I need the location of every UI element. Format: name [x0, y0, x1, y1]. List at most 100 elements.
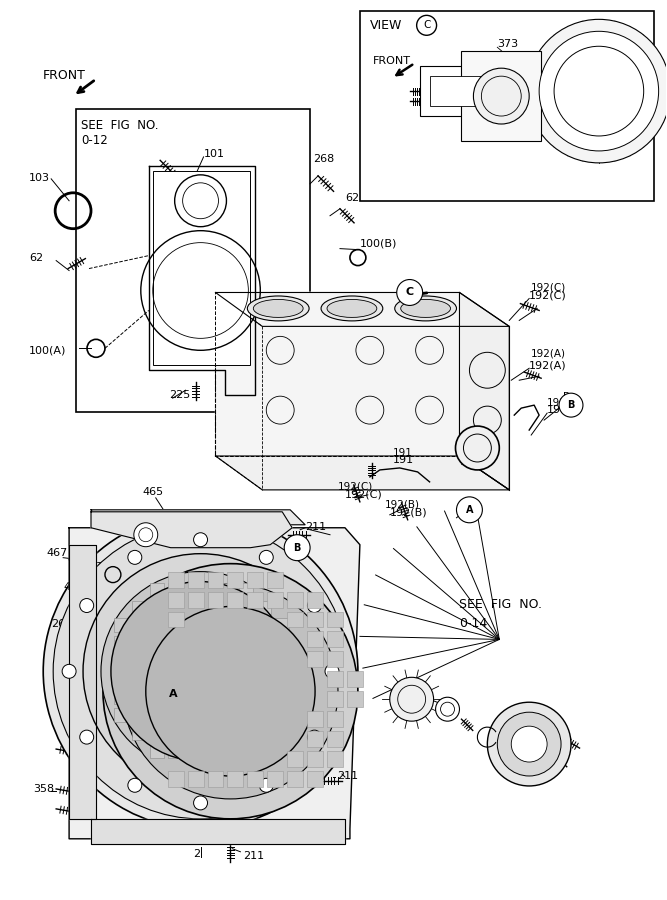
Circle shape [62, 664, 76, 679]
Bar [327, 691, 343, 707]
Bar [150, 726, 163, 740]
Bar [221, 582, 235, 597]
Bar [185, 582, 199, 597]
Circle shape [259, 778, 273, 792]
Text: 573: 573 [88, 562, 109, 572]
Bar [114, 672, 128, 687]
Text: 358: 358 [33, 784, 55, 794]
Bar [114, 708, 128, 722]
Text: 102: 102 [219, 310, 239, 320]
Bar [132, 636, 146, 651]
Bar [307, 632, 323, 647]
Text: 191: 191 [547, 398, 567, 409]
Text: 464: 464 [63, 581, 85, 591]
Text: 268: 268 [313, 154, 334, 164]
Circle shape [559, 393, 583, 417]
Bar [150, 654, 163, 669]
Bar [257, 690, 271, 704]
Bar [267, 591, 283, 608]
Bar [167, 611, 183, 627]
Bar [287, 611, 303, 627]
Bar [132, 672, 146, 687]
Text: 26: 26 [51, 619, 65, 629]
Text: 211: 211 [305, 522, 326, 532]
Bar [150, 708, 163, 722]
Circle shape [134, 523, 157, 546]
Text: 192(B): 192(B) [390, 508, 428, 518]
Bar [307, 591, 323, 608]
Bar [307, 711, 323, 727]
Bar [267, 771, 283, 787]
Bar [221, 600, 235, 615]
Bar [239, 636, 253, 651]
Circle shape [83, 554, 318, 789]
Circle shape [80, 730, 93, 744]
Bar [207, 572, 223, 588]
Bar [114, 690, 128, 704]
Circle shape [128, 778, 142, 792]
Bar [239, 654, 253, 669]
Polygon shape [91, 509, 305, 525]
Bar [207, 591, 223, 608]
Circle shape [80, 598, 93, 613]
Bar [239, 690, 253, 704]
Bar [239, 744, 253, 758]
Bar [327, 652, 343, 667]
Bar [257, 618, 271, 633]
Circle shape [456, 426, 500, 470]
Bar [150, 618, 163, 633]
Bar [327, 731, 343, 747]
Bar [221, 708, 235, 722]
Circle shape [512, 726, 547, 762]
Circle shape [103, 563, 358, 819]
Bar [203, 600, 217, 615]
Circle shape [193, 796, 207, 810]
Text: 373: 373 [498, 40, 518, 50]
Circle shape [456, 497, 482, 523]
Text: 100(A): 100(A) [29, 346, 67, 356]
Text: B: B [563, 392, 570, 402]
Bar [167, 744, 181, 758]
Ellipse shape [321, 296, 383, 321]
Text: 211: 211 [243, 850, 265, 860]
Circle shape [390, 678, 434, 721]
Bar [167, 582, 181, 597]
Bar [275, 672, 289, 687]
Bar [187, 771, 203, 787]
Polygon shape [215, 292, 510, 327]
Bar [150, 582, 163, 597]
Circle shape [155, 676, 191, 712]
Bar [132, 654, 146, 669]
Polygon shape [91, 512, 292, 548]
Bar [239, 672, 253, 687]
Text: 192(C): 192(C) [345, 490, 383, 500]
Bar [307, 752, 323, 767]
Text: B: B [568, 400, 575, 410]
Bar [187, 591, 203, 608]
Text: 202: 202 [446, 79, 467, 89]
Text: 192(A): 192(A) [529, 360, 567, 370]
Bar [327, 671, 343, 688]
Bar [203, 726, 217, 740]
Polygon shape [69, 527, 360, 839]
Bar [167, 708, 181, 722]
Bar [221, 744, 235, 758]
Text: 225: 225 [169, 391, 190, 401]
Bar [275, 618, 289, 633]
Bar [167, 726, 181, 740]
Bar [221, 726, 235, 740]
Bar [207, 771, 223, 787]
Bar [247, 771, 263, 787]
Polygon shape [215, 456, 510, 490]
Polygon shape [460, 292, 510, 490]
Circle shape [123, 583, 338, 799]
Text: C: C [406, 287, 414, 298]
Text: B: B [293, 543, 301, 553]
Circle shape [417, 15, 437, 35]
Bar [76, 109, 310, 412]
Ellipse shape [253, 300, 303, 318]
Circle shape [527, 19, 667, 163]
Bar [275, 654, 289, 669]
Text: 191: 191 [393, 448, 413, 458]
Text: 192(C): 192(C) [529, 291, 567, 301]
